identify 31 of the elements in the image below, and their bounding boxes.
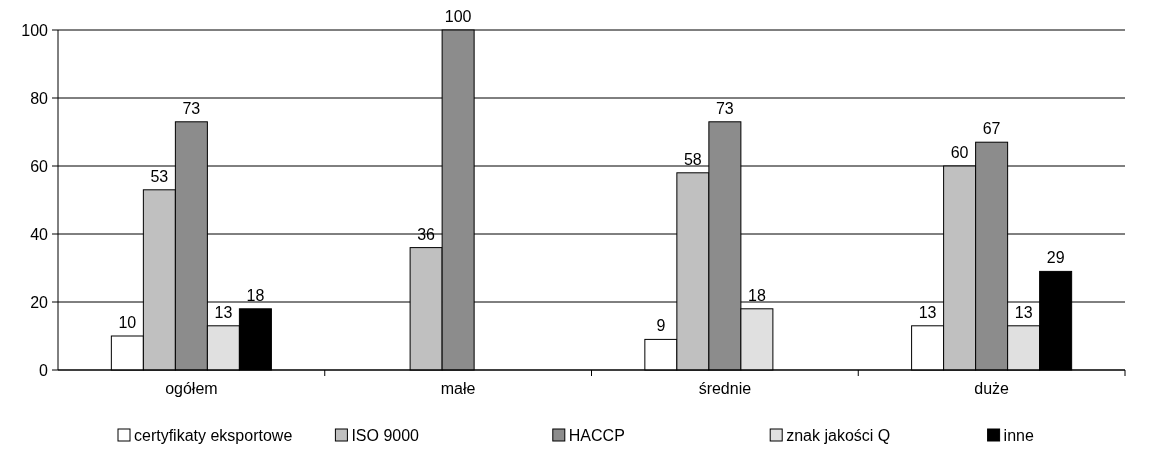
legend-label: HACCP <box>568 427 625 444</box>
data-label: 60 <box>950 144 969 161</box>
x-tick-label: ogółem <box>165 380 218 397</box>
legend-label: inne <box>1003 427 1034 444</box>
legend-label: ISO 9000 <box>351 427 420 444</box>
data-label: 73 <box>715 99 734 117</box>
data-label: 18 <box>246 286 265 304</box>
legend-label: certyfikaty eksportowe <box>134 427 293 444</box>
data-label: 36 <box>417 225 436 243</box>
data-label: 67 <box>982 120 1001 138</box>
data-label: 13 <box>918 303 937 321</box>
data-label: 53 <box>150 167 169 185</box>
y-tick-label: 0 <box>39 361 49 379</box>
data-label: 10 <box>118 314 137 331</box>
y-tick-label: 60 <box>30 157 49 175</box>
data-label: 29 <box>1046 249 1065 267</box>
x-tick-label: średnie <box>698 380 752 397</box>
data-label: 73 <box>182 99 201 117</box>
x-tick-label: duże <box>974 380 1010 397</box>
y-tick-label: 100 <box>21 21 49 39</box>
data-label: 58 <box>683 150 702 168</box>
y-tick-label: 20 <box>30 293 49 311</box>
legend-label: znak jakości Q <box>786 427 891 444</box>
data-label: 18 <box>747 286 766 304</box>
y-tick-label: 80 <box>30 89 49 107</box>
data-label: 13 <box>214 303 233 321</box>
data-label: 9 <box>656 317 666 335</box>
data-label: 13 <box>1014 303 1033 321</box>
x-tick-label: małe <box>440 380 476 397</box>
data-label: 100 <box>444 8 472 25</box>
y-tick-label: 40 <box>30 225 49 243</box>
